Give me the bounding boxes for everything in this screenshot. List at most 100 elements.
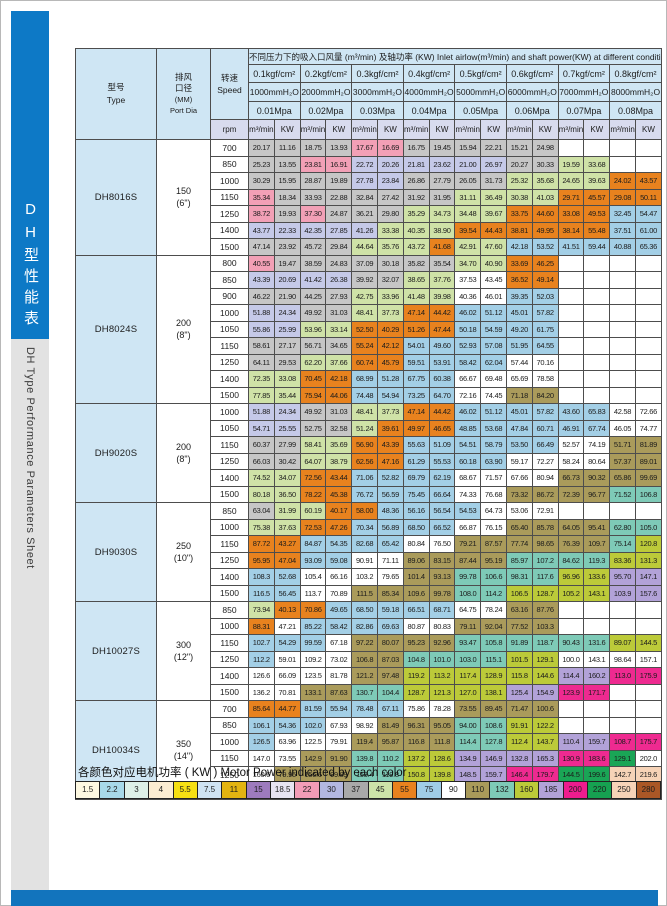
value-cell: 49.14 [531,271,559,289]
value-cell: 19.59 [557,155,585,173]
value-cell: 80.64 [583,452,611,470]
flow-unit-header: m³/min [248,119,275,140]
value-cell: 74.52 [248,469,275,487]
value-cell: 48.41 [351,304,378,322]
value-cell: 114.4 [454,733,482,751]
table-row: DH8024S 200 (8") 800 40.55 19.47 38.59 24.83 37.… [75,254,662,404]
value-cell [583,320,611,338]
value-cell: 54.36 [273,716,301,734]
value-cell: 38.59 [299,254,327,272]
value-cell: 101.0 [428,650,456,668]
value-cell: 108.7 [609,733,636,751]
pressure-mmh2o-header: 1000mmH₂O [248,82,301,102]
value-cell: 98.92 [351,716,378,734]
value-cell [634,386,662,404]
value-cell [583,304,611,322]
value-cell: 30.42 [273,452,301,470]
rpm-cell: 850 [210,155,249,173]
value-cell: 76.72 [351,485,378,503]
pressure-mpa-header: 0.08Mpa [609,101,662,120]
value-cell: 147.1 [634,568,662,586]
value-cell: 55.63 [402,436,430,454]
value-cell: 73.32 [505,485,533,503]
value-cell: 65.69 [505,370,533,388]
value-cell: 44.25 [299,287,327,305]
value-cell: 51.28 [376,370,404,388]
value-cell: 31.03 [325,304,353,322]
header-row-units: rpm m³/min KW m³/min KW m³/min KW m³/min KW m³/mi… [76,119,662,140]
value-cell: 156.6 [299,766,327,784]
value-cell: 43.39 [376,436,404,454]
model-cell: DH10027S [75,601,157,701]
value-cell: 76.68 [480,485,507,503]
value-cell: 44.42 [428,403,456,421]
value-cell: 109.6 [402,584,430,602]
rpm-cell: 1400 [210,221,249,239]
value-cell: 26.86 [402,172,430,190]
value-cell: 39.98 [428,287,456,305]
header-line: (6") [176,198,191,209]
value-cell: 24.98 [531,139,559,157]
rpm-cell: 1150 [210,535,249,553]
power-unit-header: KW [273,119,301,140]
value-cell: 87.03 [376,650,404,668]
value-cell: 133.1 [299,683,327,701]
value-cell: 25.32 [505,172,533,190]
value-cell: 45.72 [299,238,327,256]
value-cell: 29.08 [609,188,636,206]
value-cell: 72.27 [531,452,559,470]
value-cell: 43.60 [557,403,585,421]
value-cell: 72.56 [299,469,327,487]
value-cell: 72.91 [531,502,559,520]
value-cell: 84.20 [531,386,559,404]
value-cell: 70.81 [273,683,301,701]
value-cell: 137.2 [402,749,430,767]
value-cell: 165.3 [531,749,559,767]
value-cell: 115.8 [505,667,533,685]
value-cell [583,254,611,272]
value-cell: 157.1 [634,650,662,668]
value-cell: 47.04 [273,551,301,569]
value-cell: 26.97 [480,155,507,173]
value-cell: 31.11 [454,188,482,206]
value-cell: 85.97 [505,551,533,569]
rpm-cell: 850 [210,271,249,289]
table-row: 1150 58.61 27.17 56.71 34.65 55.24 42.12 54.01 4… [76,337,662,355]
value-cell: 11.16 [273,139,301,157]
value-cell: 54.29 [273,634,301,652]
flow-unit-header: m³/min [505,119,533,140]
value-cell: 23.81 [299,155,327,173]
table-row: 1500 136.2 70.81 133.1 87.63 130.7 104.4 128.7 1… [76,683,662,701]
value-cell [583,271,611,289]
value-cell: 69.48 [480,370,507,388]
value-cell: 57.08 [480,337,507,355]
value-cell: 35.69 [325,436,353,454]
value-cell: 79.65 [376,568,404,586]
value-cell: 47.16 [376,452,404,470]
power-unit-header: KW [583,119,611,140]
header-line: 型号 [107,82,125,92]
value-cell: 27.93 [325,287,353,305]
value-cell: 58.42 [454,353,482,371]
value-cell: 72.35 [248,370,275,388]
value-cell: 47.26 [325,518,353,536]
value-cell: 30.18 [376,254,404,272]
value-cell: 61.29 [402,452,430,470]
value-cell: 40.29 [376,320,404,338]
value-cell: 27.79 [428,172,456,190]
value-cell: 20.27 [505,155,533,173]
value-cell: 132.8 [505,749,533,767]
pressure-mpa-header: 0.04Mpa [402,101,456,120]
table-row: 1250 66.03 30.42 64.07 38.79 62.56 47.16 61.29 5… [76,452,662,470]
value-cell: 19.89 [325,172,353,190]
sidebar-blue-band: DH型性能表 [11,11,49,339]
value-cell: 76.50 [428,535,456,553]
value-cell: 101.4 [402,568,430,586]
value-cell: 119.2 [402,667,430,685]
value-cell: 74.33 [454,485,482,503]
value-cell: 85.22 [299,617,327,635]
value-cell: 22.88 [325,188,353,206]
value-cell [557,254,585,272]
value-cell: 19.47 [273,254,301,272]
sidebar-title-en: DH Type Performance Parameters Sheet [24,347,36,569]
